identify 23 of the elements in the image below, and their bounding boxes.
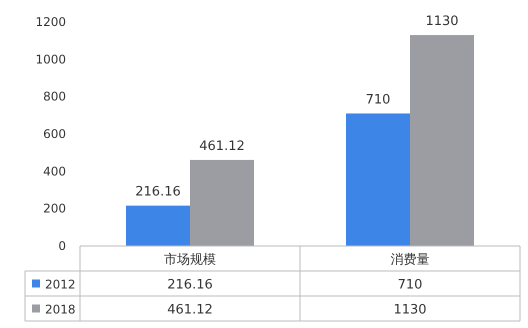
data-label: 1130 [425,14,459,30]
y-tick-label: 600 [43,127,66,141]
legend-label: 2018 [45,302,76,316]
bar [190,160,254,246]
y-tick-label: 1000 [35,52,66,66]
text: 461.12 [167,302,213,318]
x-tick-label: 市场规模 [164,252,216,268]
x-tick-label: 消费量 [390,252,430,268]
bar [346,113,410,246]
text: 1130 [393,302,427,318]
data-label: 216.16 [135,184,181,200]
y-tick-label: 400 [43,164,66,178]
y-tick-label: 1200 [35,15,66,29]
bar [410,35,474,246]
legend-label: 2012 [45,278,76,292]
bar [126,206,190,246]
y-tick-label: 200 [43,202,66,216]
data-label: 710 [366,92,390,108]
text: 710 [398,278,422,292]
y-tick-label: 800 [43,90,66,104]
y-tick-label: 0 [58,239,66,253]
data-label: 461.12 [199,138,245,154]
text: 216.16 [167,278,213,292]
